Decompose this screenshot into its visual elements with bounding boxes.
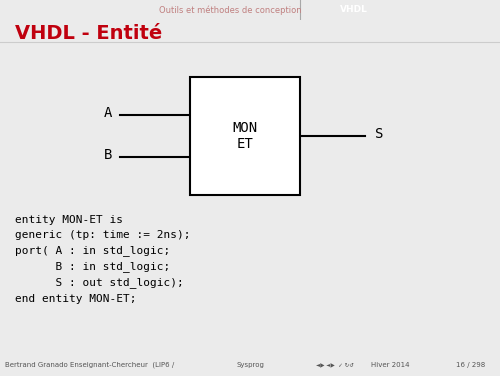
Text: B: B — [104, 149, 112, 162]
Text: Outils et méthodes de conception: Outils et méthodes de conception — [158, 5, 302, 15]
Text: Hiver 2014: Hiver 2014 — [371, 362, 409, 368]
Bar — [190, 77, 300, 195]
Text: 16 / 298: 16 / 298 — [456, 362, 485, 368]
Text: Sysprog: Sysprog — [236, 362, 264, 368]
Text: A: A — [104, 106, 112, 120]
Text: ◄▶ ◄▶  ✓ ↻↺: ◄▶ ◄▶ ✓ ↻↺ — [316, 362, 354, 367]
Text: S: S — [375, 127, 384, 141]
Text: Bertrand Granado Enseignant-Chercheur  (LIP6 /: Bertrand Granado Enseignant-Chercheur (L… — [5, 362, 174, 368]
Text: MON
ET: MON ET — [232, 121, 258, 151]
Text: entity MON-ET is
generic (tp: time := 2ns);
port( A : in std_logic;
      B : in: entity MON-ET is generic (tp: time := 2n… — [15, 215, 190, 303]
Text: VHDL: VHDL — [340, 6, 368, 14]
Text: VHDL - Entité: VHDL - Entité — [15, 24, 162, 43]
